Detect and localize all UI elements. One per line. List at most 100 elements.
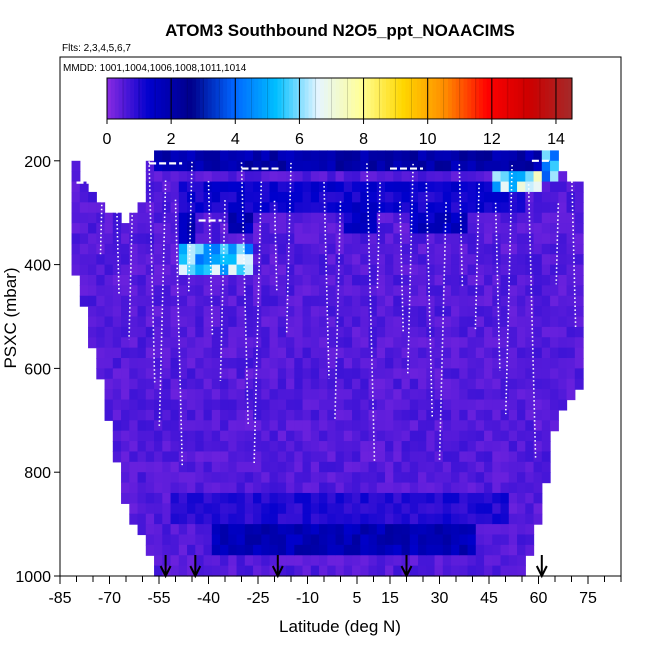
heatmap-cell [170, 191, 180, 203]
heatmap-cell [492, 492, 502, 504]
heatmap-cell [467, 160, 477, 172]
heatmap-cell [401, 347, 411, 359]
heatmap-cell [451, 544, 460, 556]
heatmap-cell [319, 202, 328, 214]
colorbar-segment [420, 78, 426, 119]
heatmap-cell [376, 524, 386, 536]
heatmap-cell [517, 181, 526, 193]
heatmap-cell [154, 555, 163, 567]
heatmap-cell [269, 326, 279, 338]
heatmap-cell [541, 358, 551, 369]
heatmap-cell [401, 181, 411, 193]
heatmap-cell [79, 274, 89, 286]
heatmap-cell [154, 160, 163, 172]
heatmap-cell [195, 378, 205, 390]
colorbar-segment [165, 78, 170, 119]
heatmap-cell [286, 461, 295, 473]
heatmap-cell [426, 565, 436, 577]
heatmap-cell [187, 503, 196, 515]
heatmap-cell [170, 285, 180, 297]
heatmap-cell [426, 503, 436, 515]
heatmap-cell [236, 326, 246, 338]
heatmap-cell [376, 368, 386, 380]
heatmap-cell [500, 441, 510, 453]
heatmap-cell [401, 534, 411, 546]
heatmap-cell [442, 565, 452, 577]
colorbar-segment [440, 78, 445, 119]
heatmap-cell [434, 181, 444, 193]
heatmap-cell [393, 358, 403, 369]
heatmap-cell [459, 472, 469, 484]
heatmap-cell [236, 544, 246, 556]
heatmap-cell [475, 212, 485, 224]
heatmap-cell [187, 409, 196, 421]
heatmap-cell [401, 306, 411, 318]
heatmap-cell [261, 171, 271, 183]
heatmap-cell [203, 544, 213, 556]
heatmap-cell [393, 243, 403, 255]
heatmap-cell [112, 430, 122, 442]
heatmap-cell [434, 451, 444, 463]
heatmap-cell [525, 399, 535, 411]
heatmap-cell [459, 555, 469, 567]
heatmap-cell [459, 243, 469, 255]
heatmap-cell [220, 441, 229, 453]
heatmap-cell [500, 420, 510, 432]
heatmap-cell [145, 482, 155, 494]
heatmap-cell [492, 181, 502, 193]
flight-track [323, 182, 330, 379]
flight-track [504, 164, 513, 415]
heatmap-cell [376, 409, 386, 421]
heatmap-cell [253, 347, 262, 359]
heatmap-cell [203, 430, 213, 442]
colorbar-segment [304, 78, 310, 119]
heatmap-cell [484, 389, 493, 401]
heatmap-cell [500, 306, 510, 318]
heatmap-cell [442, 503, 452, 515]
heatmap-cell [459, 264, 469, 276]
heatmap-cell [112, 264, 122, 276]
heatmap-cell [244, 181, 254, 193]
heatmap-cell [261, 430, 271, 442]
heatmap-cell [484, 243, 493, 255]
heatmap-cell [442, 337, 452, 349]
heatmap-cell [96, 347, 106, 359]
heatmap-cell [484, 513, 493, 525]
heatmap-cell [261, 420, 271, 432]
x-tick-label: 75 [579, 590, 597, 607]
heatmap-cell [203, 337, 213, 349]
heatmap-cell [137, 358, 147, 369]
heatmap-cell [426, 451, 436, 463]
heatmap-cell [508, 274, 518, 286]
heatmap-cell [162, 181, 172, 193]
heatmap-cell [228, 243, 238, 255]
heatmap-cell [385, 160, 394, 172]
heatmap-cell [459, 254, 469, 266]
heatmap-cell [426, 461, 436, 473]
heatmap-cell [319, 223, 328, 235]
heatmap-cell [104, 212, 114, 224]
heatmap-cell [327, 555, 337, 567]
heatmap-cell [211, 264, 221, 276]
heatmap-cell [541, 451, 551, 463]
colorbar-segment [203, 78, 209, 119]
heatmap-cell [310, 171, 320, 183]
heatmap-cell [467, 295, 477, 307]
colorbar-segment [207, 78, 213, 119]
heatmap-cell [492, 565, 502, 577]
heatmap-cell [401, 337, 411, 349]
x-tick-label: -25 [246, 590, 269, 607]
heatmap-cell [203, 461, 213, 473]
heatmap-cell [112, 295, 122, 307]
heatmap-cell [277, 451, 287, 463]
heatmap-cell [434, 223, 444, 235]
heatmap-cell [294, 202, 304, 214]
heatmap-cell [195, 223, 205, 235]
heatmap-cell [418, 295, 427, 307]
flight-track [334, 201, 342, 420]
heatmap-cell [335, 233, 345, 245]
heatmap-cell [451, 191, 460, 203]
heatmap-cell [195, 430, 205, 442]
heatmap-cell [187, 191, 196, 203]
heatmap-cell [178, 524, 188, 536]
